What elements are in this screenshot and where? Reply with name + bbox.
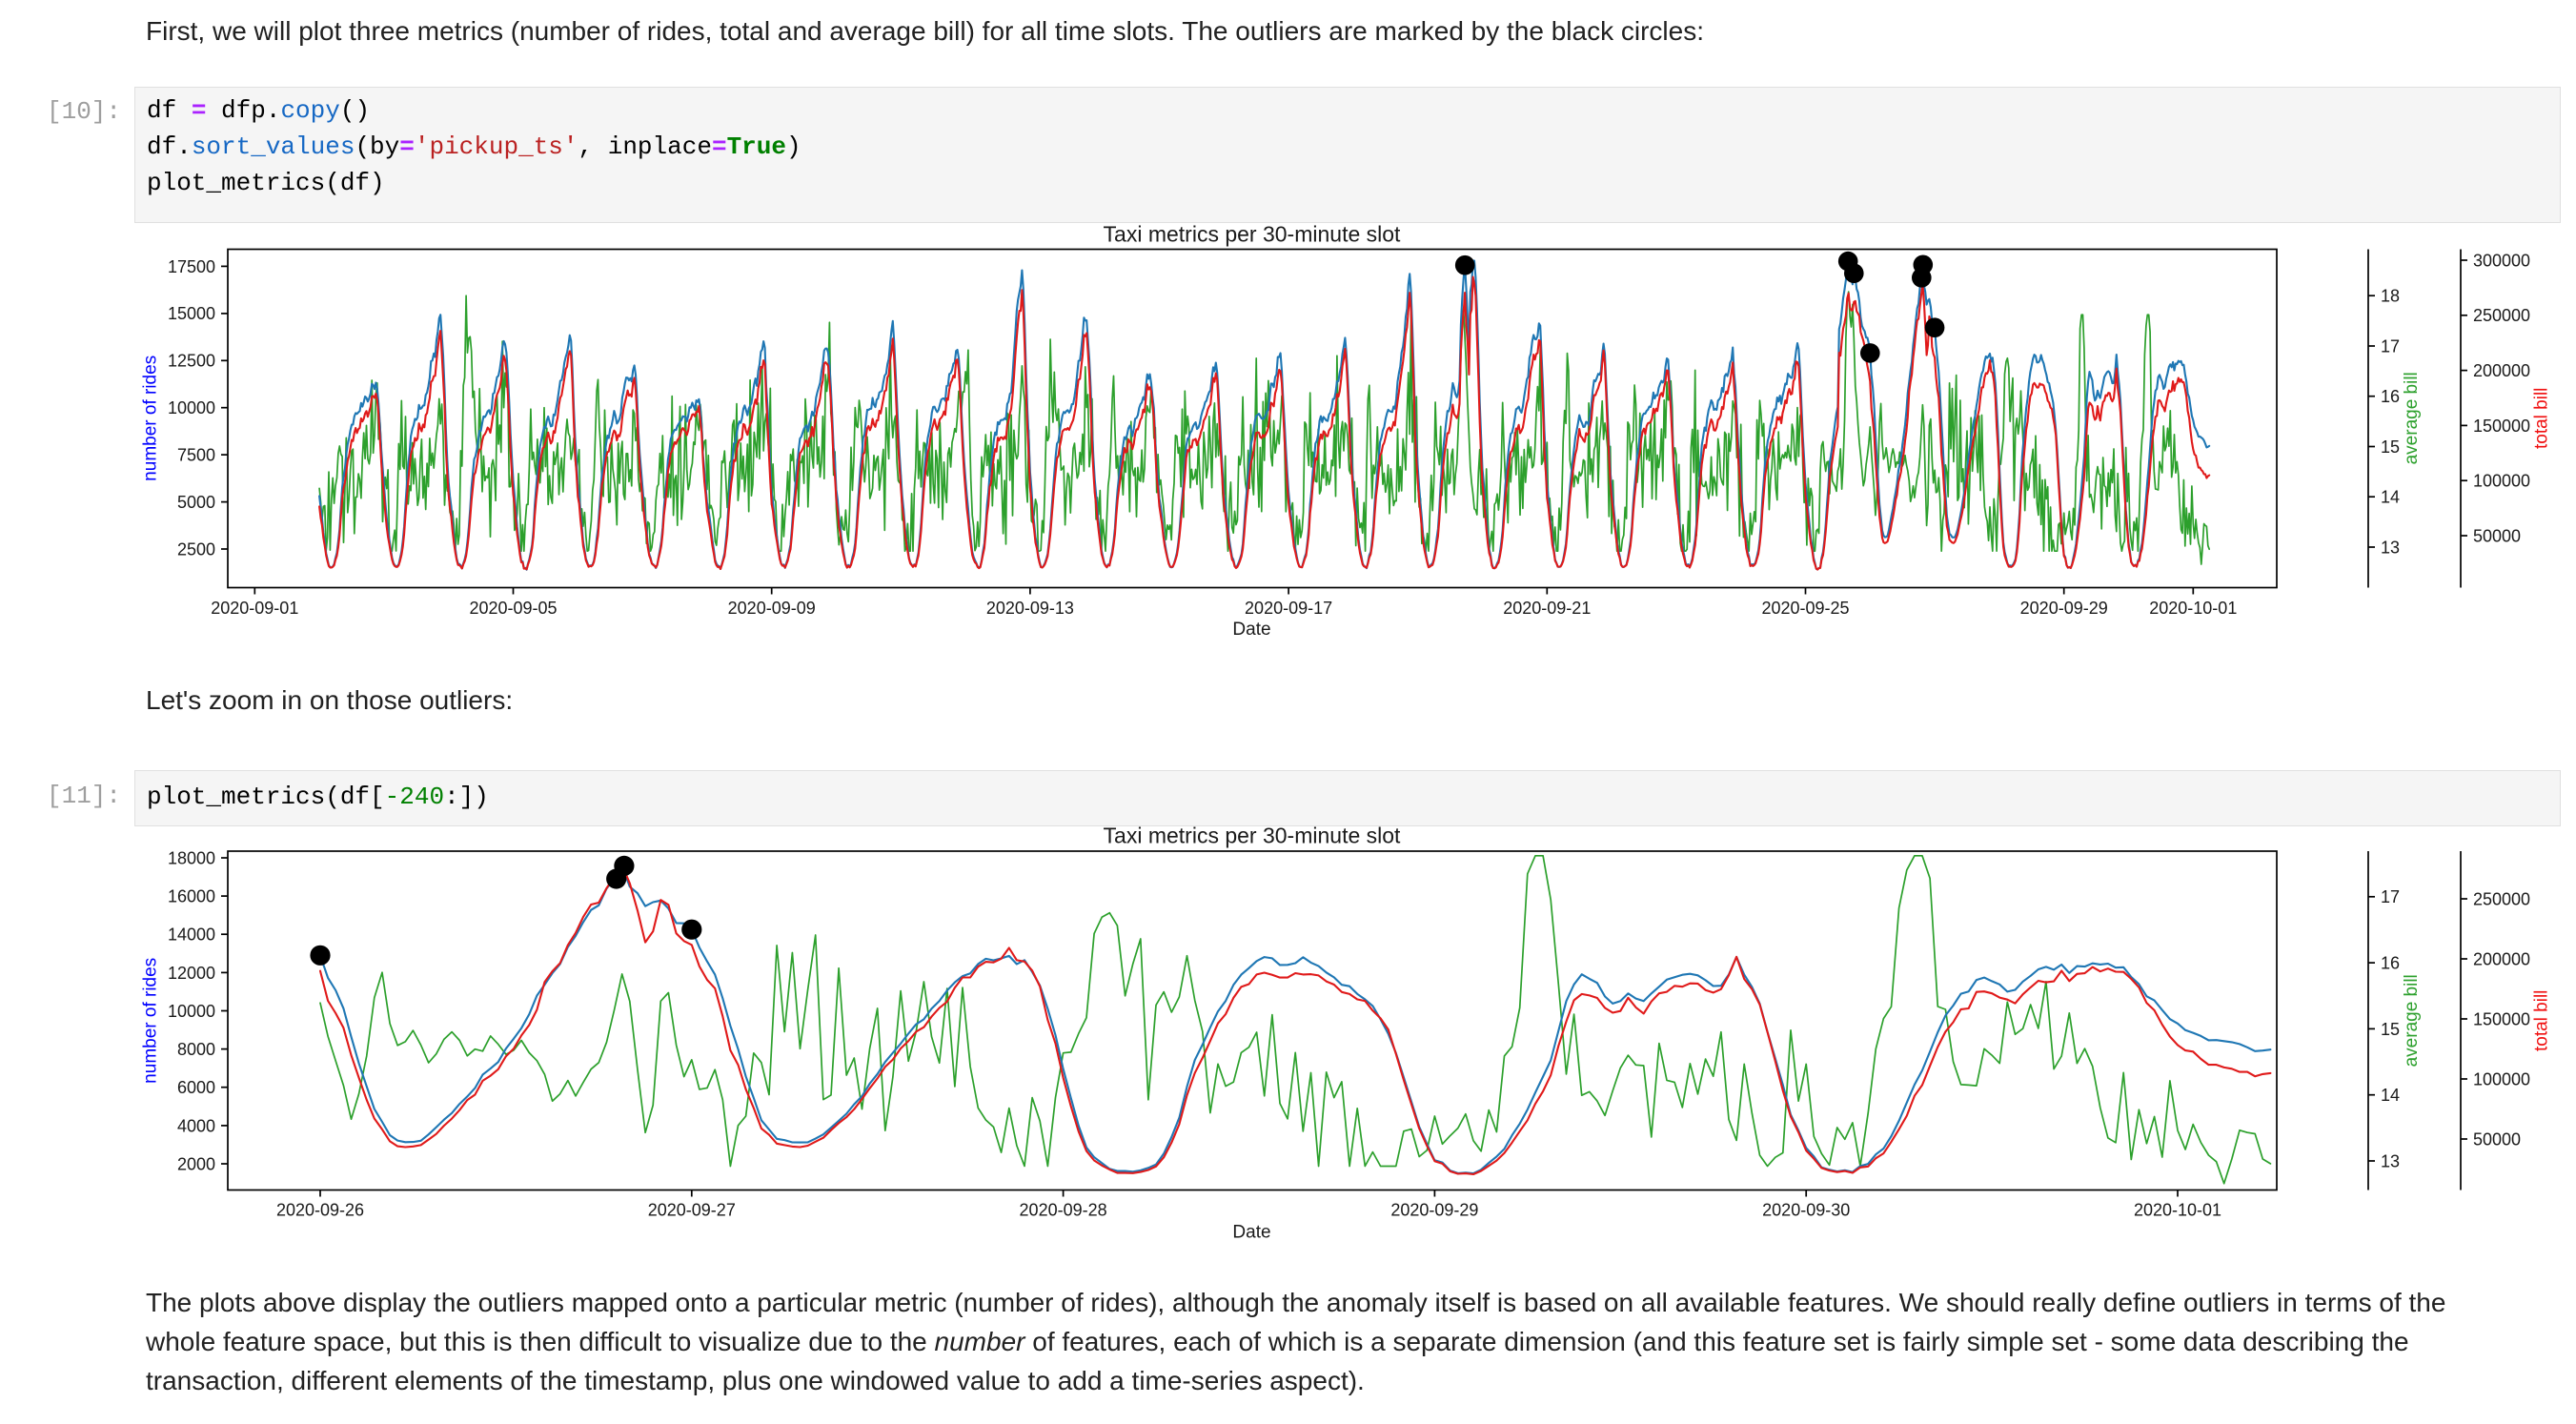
svg-text:Date: Date [1232,1222,1270,1242]
svg-text:17500: 17500 [168,257,215,276]
svg-text:18000: 18000 [168,848,215,867]
svg-text:150000: 150000 [2473,1009,2530,1028]
svg-text:14000: 14000 [168,926,215,945]
svg-text:15: 15 [2381,437,2400,457]
svg-text:18: 18 [2381,287,2400,306]
svg-text:15000: 15000 [168,304,215,323]
svg-text:2020-09-17: 2020-09-17 [1245,599,1332,618]
svg-text:50000: 50000 [2473,1129,2521,1149]
svg-text:13: 13 [2381,1151,2400,1170]
svg-text:17: 17 [2381,336,2400,356]
svg-text:17: 17 [2381,887,2400,906]
svg-text:300000: 300000 [2473,251,2530,270]
svg-text:16000: 16000 [168,887,215,906]
svg-text:2020-09-29: 2020-09-29 [1390,1200,1478,1219]
svg-text:250000: 250000 [2473,306,2530,325]
svg-text:200000: 200000 [2473,361,2530,380]
svg-text:2020-09-27: 2020-09-27 [648,1200,736,1219]
svg-text:150000: 150000 [2473,417,2530,436]
svg-text:average bill: average bill [2402,974,2422,1067]
svg-text:14: 14 [2381,488,2400,507]
svg-text:2000: 2000 [177,1154,215,1173]
svg-text:2020-09-05: 2020-09-05 [469,599,557,618]
svg-text:2020-10-01: 2020-10-01 [2149,599,2237,618]
svg-text:100000: 100000 [2473,1069,2530,1088]
svg-text:100000: 100000 [2473,472,2530,491]
svg-text:2020-09-30: 2020-09-30 [1762,1200,1850,1219]
svg-text:total bill: total bill [2532,990,2552,1051]
svg-text:200000: 200000 [2473,949,2530,968]
svg-text:total bill: total bill [2532,388,2552,449]
svg-text:10000: 10000 [168,398,215,417]
svg-text:13: 13 [2381,538,2400,557]
svg-text:16: 16 [2381,954,2400,973]
svg-text:2020-09-26: 2020-09-26 [276,1200,364,1219]
svg-text:2020-09-13: 2020-09-13 [986,599,1074,618]
svg-text:16: 16 [2381,387,2400,406]
svg-text:6000: 6000 [177,1078,215,1097]
svg-text:2020-10-01: 2020-10-01 [2134,1200,2221,1219]
svg-text:number of rides: number of rides [141,356,161,481]
svg-text:Taxi metrics per 30-minute slo: Taxi metrics per 30-minute slot [1104,824,1401,848]
svg-text:7500: 7500 [177,446,215,465]
svg-text:average bill: average bill [2402,372,2422,464]
svg-text:2020-09-09: 2020-09-09 [728,599,816,618]
svg-text:12500: 12500 [168,352,215,371]
svg-text:number of rides: number of rides [141,958,161,1084]
svg-text:2020-09-28: 2020-09-28 [1020,1200,1107,1219]
svg-text:12000: 12000 [168,964,215,983]
svg-text:2020-09-29: 2020-09-29 [2020,599,2108,618]
svg-text:2020-09-25: 2020-09-25 [1761,599,1849,618]
svg-text:8000: 8000 [177,1040,215,1059]
svg-text:14: 14 [2381,1086,2400,1105]
svg-text:2020-09-01: 2020-09-01 [211,599,298,618]
svg-text:15: 15 [2381,1020,2400,1039]
svg-text:Date: Date [1232,620,1270,640]
svg-text:2500: 2500 [177,539,215,559]
svg-text:250000: 250000 [2473,889,2530,908]
svg-text:50000: 50000 [2473,526,2521,545]
svg-text:5000: 5000 [177,493,215,512]
svg-text:Taxi metrics per 30-minute slo: Taxi metrics per 30-minute slot [1104,222,1401,247]
svg-text:2020-09-21: 2020-09-21 [1503,599,1591,618]
svg-text:10000: 10000 [168,1002,215,1021]
svg-text:4000: 4000 [177,1116,215,1135]
